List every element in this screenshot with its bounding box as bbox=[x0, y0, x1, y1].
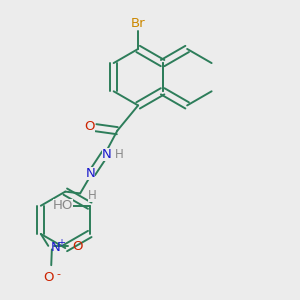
Text: O: O bbox=[84, 120, 94, 133]
Text: Br: Br bbox=[131, 16, 146, 30]
Text: H: H bbox=[114, 148, 123, 161]
Text: N: N bbox=[86, 167, 95, 180]
Text: N: N bbox=[51, 241, 60, 254]
Text: HO: HO bbox=[53, 199, 73, 212]
Text: -: - bbox=[57, 269, 61, 279]
Text: O: O bbox=[43, 271, 53, 284]
Text: +: + bbox=[57, 238, 65, 248]
Text: N: N bbox=[102, 148, 112, 161]
Text: O: O bbox=[72, 240, 83, 253]
Text: H: H bbox=[88, 189, 96, 202]
